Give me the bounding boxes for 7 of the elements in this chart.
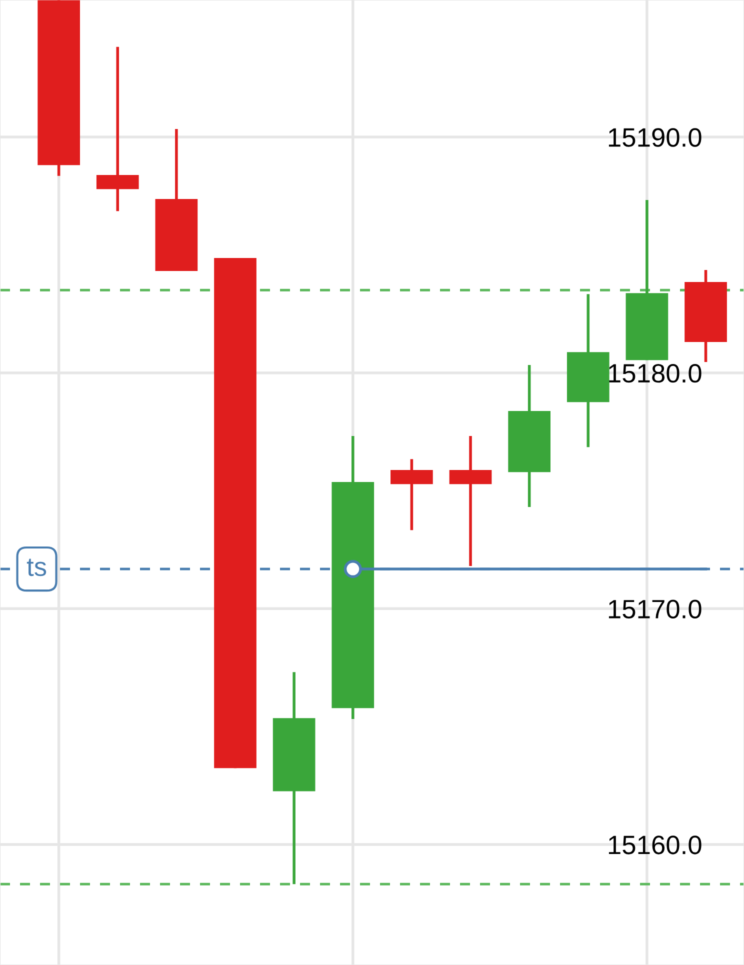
candlestick [96, 46, 139, 212]
ref-line-label: ts [26, 558, 46, 576]
y-tick-label: 15180.0 [608, 364, 702, 383]
y-tick-label: 15190.0 [608, 128, 702, 147]
y-tick-label: 15170.0 [608, 600, 702, 618]
candlestick [449, 434, 492, 568]
y-tick-label: 15160.0 [608, 836, 702, 854]
